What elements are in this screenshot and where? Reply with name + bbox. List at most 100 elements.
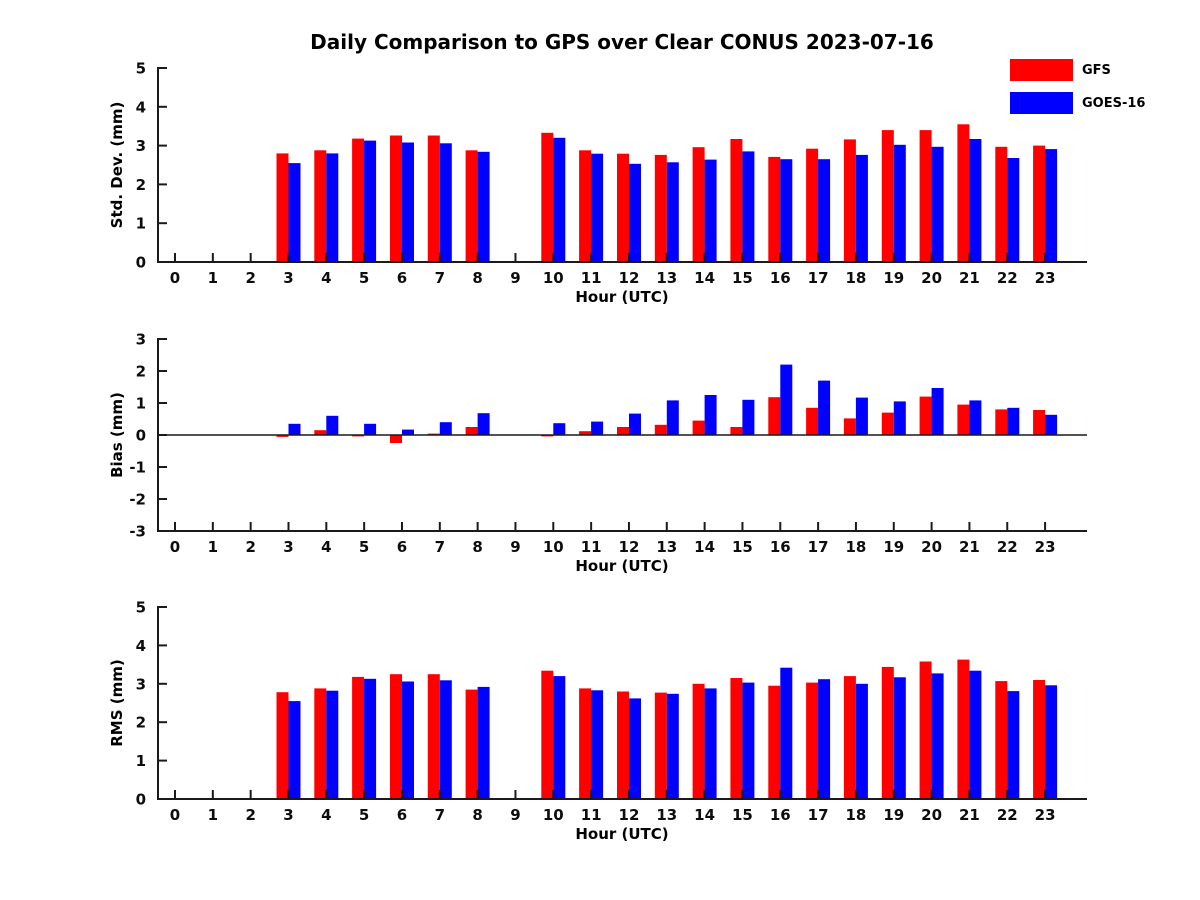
- x-tick-label-rms: 21: [959, 806, 980, 824]
- bar-goes16-hour-17: [818, 679, 831, 799]
- x-tick-label-bias: 14: [694, 538, 715, 556]
- x-tick-label-bias: 10: [543, 538, 564, 556]
- legend: GFS GOES-16: [1010, 58, 1145, 124]
- bar-goes16-hour-11: [591, 690, 604, 799]
- x-tick-label-bias: 8: [472, 538, 482, 556]
- x-tick-label-bias: 1: [208, 538, 218, 556]
- bar-goes16-hour-8: [477, 686, 490, 799]
- bar-gfs-hour-8: [465, 427, 478, 435]
- x-tick-label-std-dev: 9: [510, 269, 520, 287]
- bar-goes16-hour-5: [364, 678, 377, 799]
- bar-gfs-hour-15: [730, 678, 743, 799]
- x-tick-label-rms: 15: [732, 806, 753, 824]
- chart-title: Daily Comparison to GPS over Clear CONUS…: [310, 30, 934, 54]
- x-tick-label-rms: 23: [1035, 806, 1056, 824]
- y-tick-label-rms: 3: [136, 675, 146, 693]
- bar-goes16-hour-13: [666, 693, 679, 799]
- bar-goes16-hour-4: [326, 415, 339, 435]
- x-tick-label-bias: 5: [359, 538, 369, 556]
- x-tick-label-rms: 20: [921, 806, 942, 824]
- x-tick-label-bias: 19: [883, 538, 904, 556]
- y-tick-label-bias: -1: [129, 459, 146, 477]
- y-tick-label-rms: 1: [136, 752, 146, 770]
- bar-gfs-hour-12: [617, 153, 629, 262]
- bar-gfs-hour-11: [579, 150, 592, 262]
- x-tick-label-bias: 9: [510, 538, 520, 556]
- legend-swatch-goes16: [1010, 92, 1073, 114]
- x-axis-label-bias: Hour (UTC): [575, 557, 669, 575]
- bar-goes16-hour-15: [742, 399, 755, 435]
- x-tick-label-rms: 1: [208, 806, 218, 824]
- bar-goes16-hour-3: [288, 701, 301, 799]
- bar-gfs-hour-6: [390, 135, 402, 262]
- x-tick-label-std-dev: 10: [543, 269, 564, 287]
- bar-gfs-hour-13: [654, 154, 667, 262]
- y-tick-label-bias: -3: [129, 523, 146, 541]
- x-tick-label-bias: 4: [321, 538, 331, 556]
- x-tick-label-rms: 22: [997, 806, 1018, 824]
- x-tick-label-bias: 20: [921, 538, 942, 556]
- bar-goes16-hour-10: [553, 676, 566, 799]
- y-tick-label-rms: 2: [136, 714, 146, 732]
- x-tick-label-rms: 11: [581, 806, 602, 824]
- bar-gfs-hour-16: [768, 397, 781, 435]
- bar-gfs-hour-6: [390, 674, 402, 799]
- bar-goes16-hour-19: [893, 677, 906, 799]
- y-axis-label-stddev: Std. Dev. (mm): [108, 101, 126, 229]
- y-tick-label-bias: -2: [129, 491, 146, 509]
- bar-gfs-hour-16: [768, 685, 781, 799]
- bar-gfs-hour-7: [427, 674, 440, 799]
- bar-goes16-hour-23: [1045, 414, 1058, 435]
- bar-goes16-hour-13: [666, 162, 679, 262]
- x-axis-label-stddev: Hour (UTC): [575, 288, 669, 306]
- x-tick-label-bias: 16: [770, 538, 791, 556]
- x-tick-label-std-dev: 11: [581, 269, 602, 287]
- bar-gfs-hour-21: [957, 659, 970, 799]
- legend-label-goes16: GOES-16: [1082, 95, 1146, 111]
- bar-goes16-hour-6: [402, 681, 414, 799]
- x-tick-label-bias: 21: [959, 538, 980, 556]
- x-tick-label-std-dev: 6: [397, 269, 407, 287]
- bar-goes16-hour-14: [704, 159, 717, 262]
- bar-gfs-hour-4: [314, 150, 327, 262]
- bar-gfs-hour-18: [843, 418, 856, 435]
- bar-goes16-hour-20: [931, 146, 944, 262]
- bar-goes16-hour-21: [969, 400, 982, 435]
- bar-gfs-hour-22: [995, 146, 1008, 262]
- bar-gfs-hour-23: [1033, 145, 1046, 262]
- bar-goes16-hour-14: [704, 395, 717, 435]
- bar-gfs-hour-7: [427, 135, 440, 262]
- bar-gfs-hour-4: [314, 688, 327, 799]
- x-tick-label-std-dev: 19: [883, 269, 904, 287]
- bar-goes16-hour-11: [591, 153, 604, 262]
- bar-gfs-hour-20: [919, 130, 932, 262]
- y-tick-label-rms: 5: [136, 599, 146, 617]
- y-tick-label-std-dev: 2: [136, 176, 146, 194]
- bar-gfs-hour-19: [881, 130, 894, 262]
- bar-goes16-hour-10: [553, 423, 566, 435]
- bar-goes16-hour-4: [326, 690, 339, 799]
- x-tick-label-std-dev: 23: [1035, 269, 1056, 287]
- bar-goes16-hour-16: [780, 159, 793, 262]
- bar-gfs-hour-14: [692, 683, 705, 799]
- x-tick-label-std-dev: 4: [321, 269, 331, 287]
- x-tick-label-std-dev: 12: [619, 269, 640, 287]
- bar-gfs-hour-20: [919, 661, 932, 799]
- bar-gfs-hour-5: [352, 676, 365, 799]
- bar-gfs-hour-19: [881, 666, 894, 799]
- bar-gfs-hour-8: [465, 150, 478, 262]
- x-tick-label-rms: 14: [694, 806, 715, 824]
- bar-goes16-hour-22: [1007, 407, 1020, 435]
- bar-goes16-hour-11: [591, 421, 604, 435]
- legend-swatch-gfs: [1010, 59, 1073, 81]
- x-tick-label-std-dev: 5: [359, 269, 369, 287]
- bar-goes16-hour-7: [439, 680, 452, 799]
- x-tick-label-bias: 18: [846, 538, 867, 556]
- bar-gfs-hour-5: [352, 138, 365, 262]
- bar-goes16-hour-18: [855, 154, 868, 262]
- bar-goes16-hour-7: [439, 422, 452, 435]
- y-tick-label-std-dev: 3: [136, 137, 146, 155]
- x-tick-label-std-dev: 3: [283, 269, 293, 287]
- bar-gfs-hour-10: [541, 670, 554, 799]
- bar-gfs-hour-20: [919, 396, 932, 435]
